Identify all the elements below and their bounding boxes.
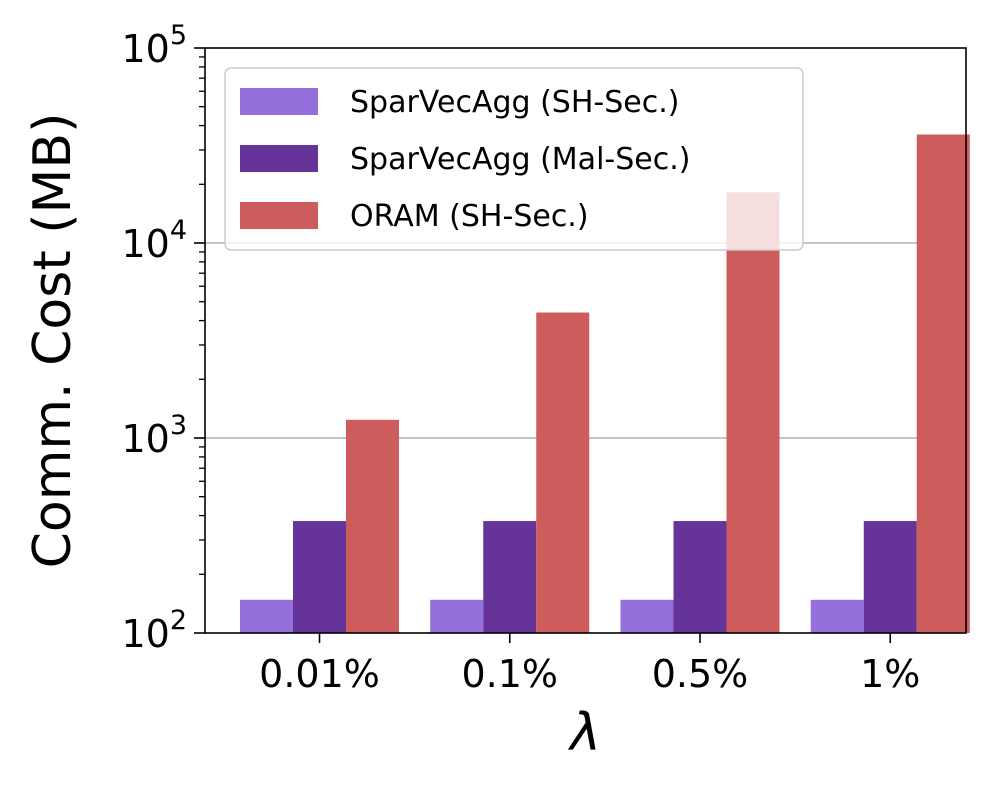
x-axis-label: λ bbox=[567, 703, 601, 763]
plot-area-frame bbox=[204, 47, 967, 634]
bar-2-3 bbox=[673, 521, 727, 633]
bars bbox=[240, 134, 970, 634]
bar-1-3 bbox=[620, 599, 674, 633]
legend-box bbox=[224, 67, 804, 251]
legend-swatch-2 bbox=[240, 145, 318, 172]
bar-1-2 bbox=[430, 599, 484, 633]
x-tick-label: 0.1% bbox=[461, 652, 558, 696]
legend-label-3: ORAM (SH-Sec.) bbox=[350, 199, 589, 234]
y-tick-label: 104 bbox=[121, 215, 187, 266]
legend: SparVecAgg (SH-Sec.) SparVecAgg (Mal-Sec.… bbox=[224, 67, 804, 251]
bar-2-2 bbox=[483, 521, 537, 633]
legend-label-2: SparVecAgg (Mal-Sec.) bbox=[350, 142, 690, 177]
legend-swatch-3 bbox=[240, 202, 318, 229]
bar-2-4 bbox=[863, 521, 917, 633]
y-tick-label: 105 bbox=[121, 20, 187, 71]
y-tick-label: 102 bbox=[121, 605, 187, 656]
bar-3-4 bbox=[916, 134, 970, 634]
y-axis-ticks: 102 103 104 105 bbox=[121, 20, 205, 656]
x-tick-label: 0.01% bbox=[259, 652, 380, 696]
bar-3-1 bbox=[346, 419, 399, 633]
bar-3-3 bbox=[726, 192, 780, 633]
y-axis-label: Comm. Cost (MB) bbox=[23, 113, 83, 569]
y-tick-label: 103 bbox=[121, 410, 187, 461]
legend-label-1: SparVecAgg (SH-Sec.) bbox=[350, 85, 679, 120]
x-tick-label: 1% bbox=[860, 652, 920, 696]
bar-1-4 bbox=[810, 599, 864, 633]
legend-swatch-1 bbox=[240, 88, 318, 115]
bar-1-1 bbox=[240, 599, 293, 633]
x-tick-label: 0.5% bbox=[652, 652, 749, 696]
x-axis-ticks: 0.01% 0.1% 0.5% 1% bbox=[259, 633, 920, 696]
bar-3-2 bbox=[536, 312, 590, 633]
bar-2-1 bbox=[293, 521, 346, 633]
